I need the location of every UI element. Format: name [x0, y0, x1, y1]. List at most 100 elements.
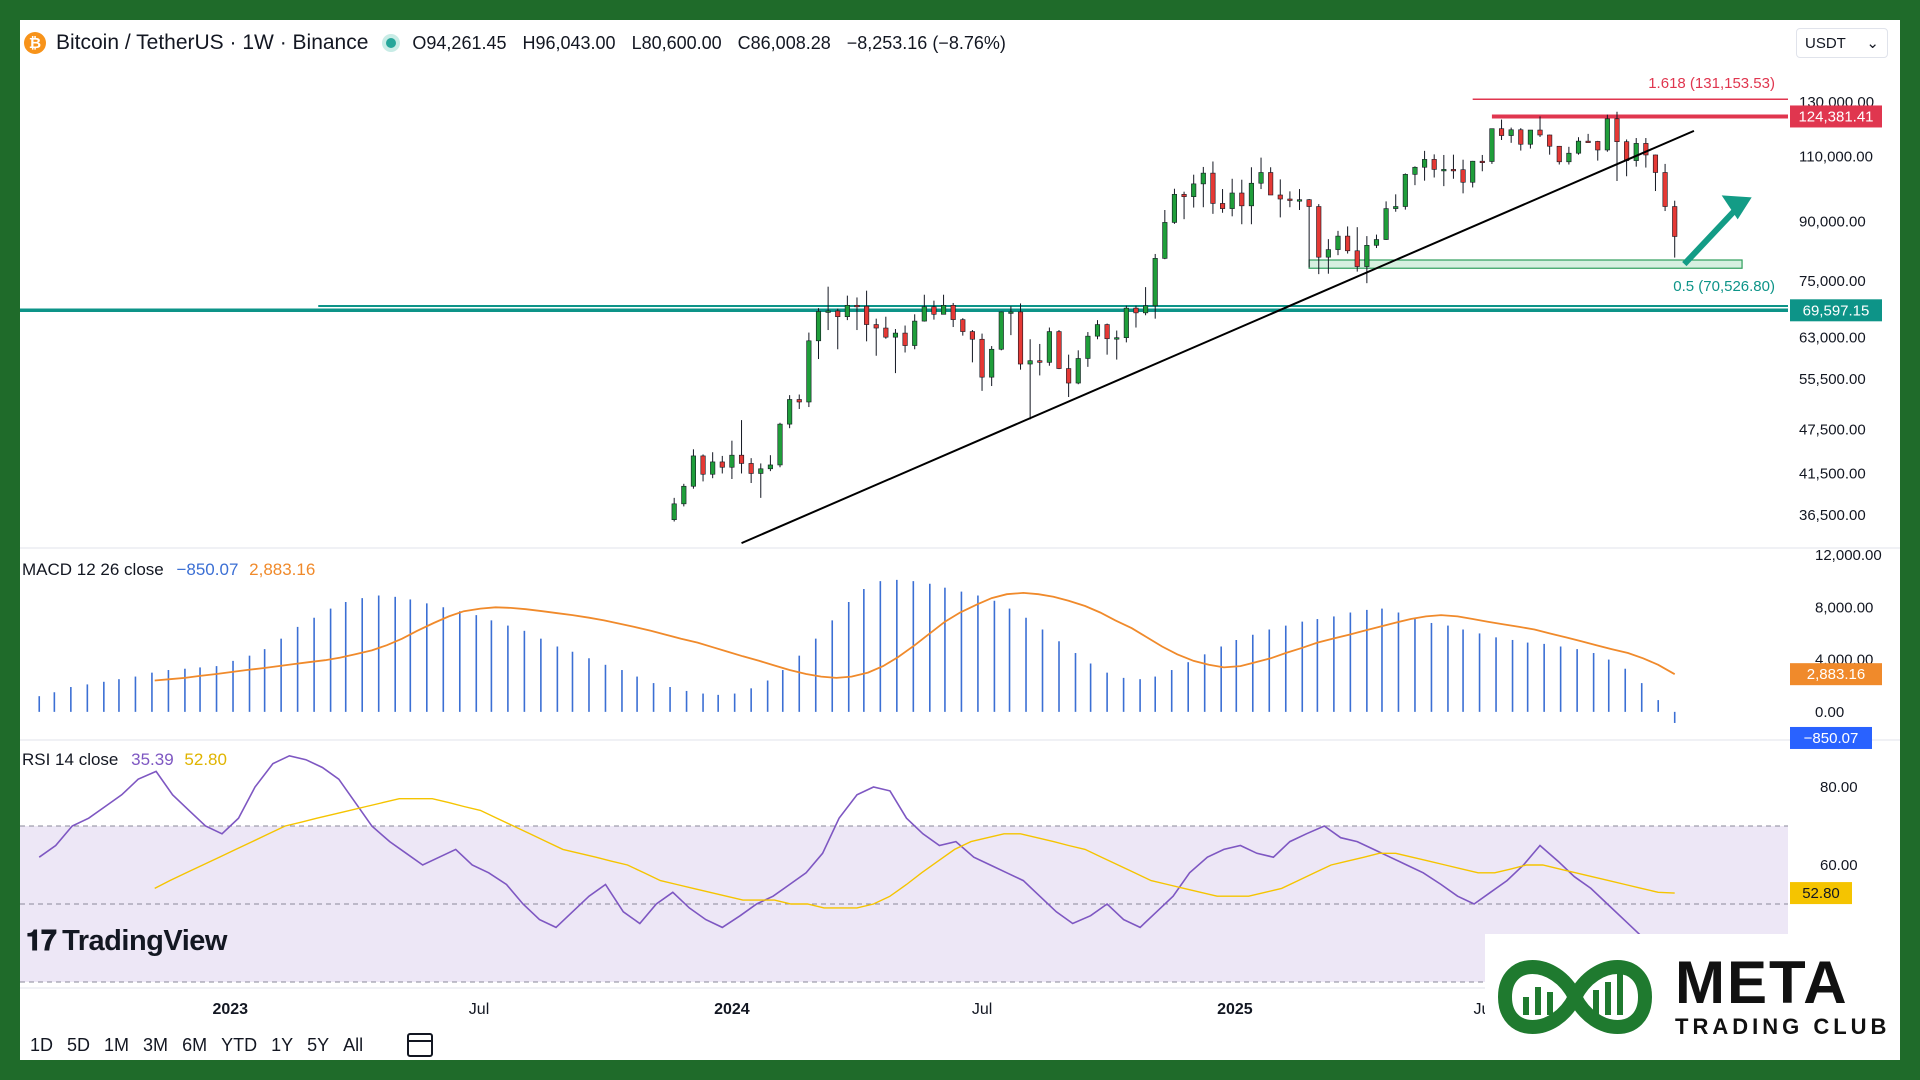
- candle-body: [1489, 128, 1495, 162]
- tradingview-wordmark: TradingView: [62, 925, 227, 957]
- candle-body: [969, 331, 975, 340]
- candle-body: [787, 399, 793, 425]
- bitcoin-icon[interactable]: ₿: [24, 32, 46, 54]
- macd-legend[interactable]: MACD 12 26 close −850.07 2,883.16: [22, 560, 315, 580]
- macd-signal-badge-label: 2,883.16: [1807, 666, 1865, 683]
- candle-body: [1191, 183, 1197, 197]
- macd-tick-label: 12,000.00: [1815, 547, 1882, 564]
- time-tick-label: Jul: [972, 1001, 992, 1018]
- candle-body: [758, 468, 764, 474]
- candle-body: [748, 463, 754, 474]
- candle-body: [1181, 194, 1187, 197]
- market-open-dot-icon: [386, 38, 397, 48]
- candle-body: [700, 455, 706, 475]
- rsi-legend[interactable]: RSI 14 close 35.39 52.80: [22, 750, 227, 770]
- resistance-badge-label: 124,381.41: [1798, 108, 1873, 125]
- brand-name: META: [1675, 949, 1849, 1016]
- price-tick-label: 110,000.00: [1799, 148, 1873, 165]
- candle-body: [998, 311, 1004, 350]
- candle-body: [1441, 169, 1447, 172]
- candle-body: [1373, 239, 1380, 246]
- candle-body: [1075, 358, 1081, 384]
- candle-body: [806, 340, 812, 403]
- candle-body: [989, 348, 995, 378]
- candle-body: [1085, 335, 1091, 359]
- range-1m[interactable]: 1M: [104, 1034, 130, 1055]
- candle-body: [1556, 145, 1562, 163]
- candle-body: [1066, 368, 1072, 384]
- fib-1618-label: 1.618 (131,153.53): [1648, 75, 1775, 92]
- candle-body: [912, 320, 918, 346]
- range-5y[interactable]: 5Y: [307, 1034, 330, 1055]
- calendar-icon[interactable]: [407, 1033, 434, 1057]
- rsi-ma-line: [154, 798, 1675, 909]
- candle-body: [1354, 250, 1360, 267]
- chart-canvas[interactable]: 1.618 (131,153.53)0.5 (70,526.80) 130,00…: [20, 20, 1900, 1030]
- candle-body: [1268, 172, 1274, 196]
- price-tick-label: 47,500.00: [1799, 422, 1866, 439]
- candle-body: [1056, 331, 1062, 369]
- support-badge: [1790, 299, 1882, 322]
- candle-body: [892, 332, 899, 338]
- candle-body: [1672, 206, 1678, 237]
- candle-body: [1498, 128, 1505, 136]
- candle-body: [1643, 143, 1649, 156]
- candle-body: [1094, 324, 1101, 337]
- macd-value-badge-label: −850.07: [1804, 730, 1859, 747]
- candle-body: [960, 319, 966, 332]
- brand-subtitle: TRADING CLUB: [1675, 1014, 1891, 1039]
- candle-body: [1402, 174, 1408, 207]
- range-ytd[interactable]: YTD: [221, 1034, 258, 1055]
- range-all[interactable]: All: [343, 1034, 364, 1055]
- candle-body: [1383, 208, 1389, 240]
- fib-05-label: 0.5 (70,526.80): [1673, 278, 1775, 295]
- price-tick-label: 41,500.00: [1799, 465, 1866, 482]
- candle-body: [1547, 134, 1553, 147]
- candle-body: [1566, 152, 1572, 163]
- rsi-tick-label: 60.00: [1820, 857, 1858, 874]
- range-6m[interactable]: 6M: [182, 1034, 208, 1055]
- candle-body: [1210, 172, 1216, 204]
- range-5d[interactable]: 5D: [67, 1034, 91, 1055]
- candle-body: [941, 304, 947, 315]
- range-1d[interactable]: 1D: [30, 1034, 54, 1055]
- candle-body: [1422, 159, 1428, 168]
- rsi-label: RSI 14 close: [22, 750, 119, 769]
- candle-body: [738, 454, 745, 464]
- candle-body: [1364, 244, 1370, 267]
- symbol-title[interactable]: Bitcoin / TetherUS · 1W · Binance: [56, 31, 369, 54]
- candle-body: [1171, 194, 1177, 223]
- rsi-ma-badge-label: 52.80: [1802, 885, 1840, 902]
- candle-body: [719, 461, 725, 468]
- candle-body: [671, 503, 677, 521]
- candle-body: [1633, 143, 1639, 161]
- candle-body: [1614, 118, 1620, 142]
- range-3m[interactable]: 3M: [143, 1034, 169, 1055]
- candle-body: [1335, 235, 1341, 250]
- trendline-line: [741, 129, 1695, 545]
- range-1y[interactable]: 1Y: [271, 1034, 294, 1055]
- macd-value-badge: [1790, 726, 1872, 749]
- arrow-shaft: [1682, 203, 1742, 267]
- candle-body: [1200, 172, 1206, 185]
- time-tick-label: 2023: [212, 1001, 248, 1018]
- candle-body: [1046, 331, 1052, 363]
- candle-body: [729, 454, 735, 468]
- candle-body: [1114, 337, 1120, 340]
- ohlc-high: H96,043.00: [522, 32, 616, 53]
- candle-body: [1450, 169, 1456, 172]
- candle-body: [796, 399, 802, 403]
- candle-body: [1316, 206, 1322, 258]
- candle-body: [1595, 141, 1601, 151]
- candle-body: [1575, 140, 1582, 154]
- price-tick-label: 90,000.00: [1799, 214, 1866, 231]
- price-axis: 130,000.00110,000.0090,000.0075,000.0063…: [1790, 94, 1882, 972]
- currency-select[interactable]: USDT ⌄: [1796, 28, 1888, 58]
- symbol-header: ₿ Bitcoin / TetherUS · 1W · Binance O94,…: [20, 20, 1724, 66]
- candle-body: [1604, 118, 1610, 151]
- bounce-arrow: [1682, 195, 1752, 267]
- candle-body: [1152, 258, 1158, 307]
- ohlc-open: O94,261.45: [412, 32, 507, 53]
- brand-logo: META TRADING CLUB: [1485, 934, 1900, 1060]
- candle-body: [1431, 159, 1437, 170]
